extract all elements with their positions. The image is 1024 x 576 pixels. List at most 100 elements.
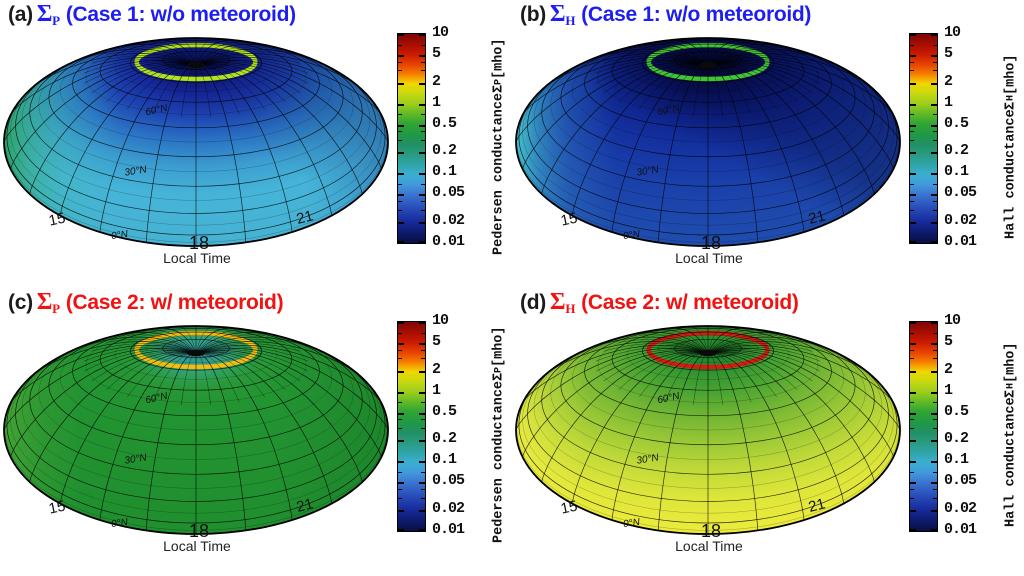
colorbar-minor-tick [933,402,937,404]
colorbar-tick-label: 0.01 [432,233,465,250]
colorbar-tick-label: 0.1 [944,451,969,469]
meridian-line [707,348,900,431]
colorbar-minor-tick [421,70,425,72]
colorbar-tick-label: 0.2 [944,142,969,160]
colorbar-tick [398,391,404,394]
polar-fine-meridian-line [618,51,709,66]
colorbar-tick [931,412,937,415]
colorbar-tick [398,412,404,415]
colorbar-tick-label: 5 [432,332,441,350]
polar-fine-meridian-line [152,41,197,66]
colorbar-tick [910,482,916,485]
colorbar-minor-tick [421,358,425,360]
colorbar-minor-tick [910,44,914,46]
polar-fine-meridian-line [707,55,813,66]
colorbar-tick [419,322,425,324]
dome-outline [3,325,389,535]
colorbar-minor-tick [933,332,937,334]
polar-fine-meridian-line [91,63,197,94]
colorbar-tick-label: 0.01 [944,521,977,538]
colorbar-tick [931,342,937,345]
polar-fine-meridian-line [596,346,709,362]
colorbar-tick [419,342,425,345]
polar-fine-meridian-line [91,351,197,382]
time-label-15: 15 [47,498,67,518]
colorbar-tick [419,34,425,36]
colorbar-tick [419,173,425,176]
sigma-subscript: P [493,79,505,86]
meridian-line [516,60,709,143]
polar-fine-meridian-line [127,64,197,110]
colorbar-gradient [909,321,938,532]
colorbar-minor-tick [421,114,425,116]
sigma-symbol: Σ [549,289,566,315]
time-label-18: 18 [701,233,721,253]
colorbar-tick [910,103,916,106]
panel-index: (b) [520,3,546,26]
colorbar-tick [419,412,425,415]
time-label-18: 18 [189,521,209,541]
colorbar-tick-label: 10 [944,24,961,41]
colorbar-tick [398,103,404,106]
polar-fine-meridian-line [707,39,723,66]
colorbar-tick [931,103,937,106]
polar-fine-meridian-line [195,58,308,74]
polar-fine-meridian-line [195,351,301,382]
colorbar-tick-label: 0.01 [944,233,977,250]
colorbar-tick [398,370,404,373]
meridian-line [195,344,382,404]
meridian-line [10,62,197,170]
colorbar-tick-label: 0.1 [432,163,457,181]
colorbar-minor-tick [421,472,425,474]
colorbar-minor-tick [910,402,914,404]
polar-fine-meridian-line [195,64,286,102]
meridian-line [657,64,709,243]
pole-dot [187,61,205,69]
polar-fine-meridian-line [195,346,308,362]
colorbar-tick [931,173,937,176]
meridian-line [707,56,894,116]
meridian-line [571,64,709,216]
colorbar-minor-tick [933,209,937,211]
colorbar-minor-tick [933,472,937,474]
colorbar-tick-label: 0.5 [944,402,969,420]
colorbar-tick-label: 0.05 [432,184,465,202]
polar-fine-meridian-line [195,61,309,84]
meridian-line [707,351,875,483]
polar-fine-meridian-line [195,46,265,66]
polar-fine-meridian-line [84,58,197,74]
polar-fine-meridian-line [83,61,197,84]
colorbar-tick [398,510,404,513]
colorbar-tick [419,194,425,197]
time-label-15: 15 [47,210,67,230]
colorbar-tick-label: 0.2 [944,430,969,448]
panel-index: (a) [8,3,33,26]
colorbar-tick [419,440,425,443]
polar-fine-meridian-line [195,63,301,94]
pole-dot [699,349,717,357]
polar-fine-meridian-line [639,334,709,354]
meridian-line [522,62,709,170]
polar-fine-meridian-line [639,64,709,110]
colorbar-minor-tick [421,209,425,211]
colorbar-minor-tick [421,131,425,133]
colorbar-minor-tick [933,140,937,142]
colorbar-tick [419,152,425,155]
colorbar-tick [419,54,425,57]
meridian-line [195,60,388,143]
latitude-label-30n: 30°N [124,164,149,178]
time-label-21: 21 [807,207,827,228]
colorbar-tick-label: 0.02 [432,500,465,518]
polar-fine-meridian-line [707,64,777,110]
colorbar-tick-label: 2 [432,72,441,90]
colorbar-minor-tick [398,184,402,186]
polar-fine-meridian-line [707,351,813,382]
colorbar-tick-label: 0.05 [432,472,465,490]
colorbar-minor-tick [398,114,402,116]
case-text: (Case 2: w/ meteoroid) [581,291,799,314]
meridian-line [707,352,759,531]
colorbar-minor-tick [398,428,402,430]
colorbar-minor-tick [398,201,402,203]
latitude-label-0n: 0°N [623,517,642,530]
